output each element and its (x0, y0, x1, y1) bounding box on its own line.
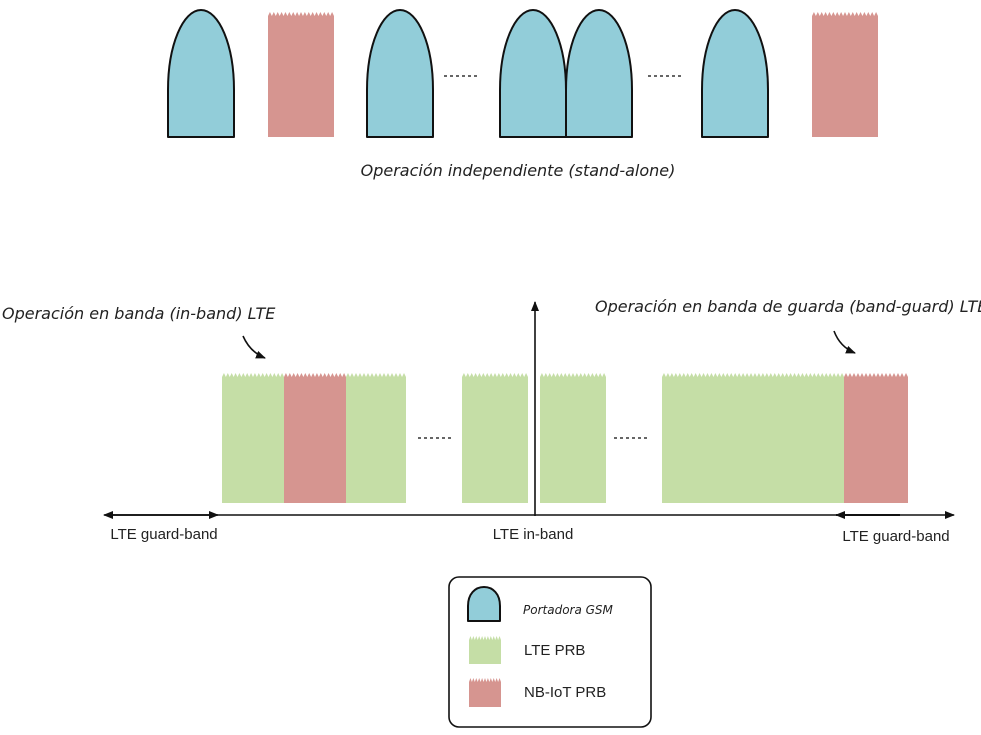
legend-item-nbiot: NB-IoT PRB (469, 678, 606, 707)
gsm-carrier (565, 9, 633, 138)
legend: Portadora GSM LTE PRB NB-IoT PRB (448, 576, 652, 728)
gsm-carrier (167, 9, 235, 138)
legend-item-gsm: Portadora GSM (467, 586, 614, 622)
lte-prb (346, 373, 406, 503)
lte-prb (222, 373, 284, 503)
gsm-carrier (499, 9, 567, 138)
legend-label: NB-IoT PRB (524, 684, 606, 701)
lte-prb (662, 373, 844, 503)
lte-legend-icon (469, 636, 501, 664)
axis-center-label: LTE in-band (493, 526, 574, 543)
nbiot-prb (844, 373, 908, 503)
legend-label: Portadora GSM (523, 603, 614, 617)
inband-operation-label: Operación en banda (in-band) LTE (2, 304, 276, 323)
axis-right-label: LTE guard-band (842, 528, 949, 545)
nbiot-legend-icon (469, 678, 501, 707)
gsm-carrier (701, 9, 769, 138)
gsm-carrier (366, 9, 434, 138)
nbiot-prb (268, 12, 334, 137)
legend-label: LTE PRB (524, 642, 585, 659)
lte-prb (462, 373, 528, 503)
axis-left-label: LTE guard-band (110, 526, 217, 543)
legend-item-lte: LTE PRB (469, 636, 585, 664)
guardband-pointer-arrow (833, 330, 856, 354)
gsm-legend-icon (467, 586, 501, 622)
nbiot-prb (812, 12, 878, 137)
guardband-operation-label: Operación en banda de guarda (band-guard… (595, 297, 981, 316)
nbiot-prb (284, 373, 346, 503)
inband-pointer-arrow (242, 335, 266, 359)
standalone-section: Operación independiente (stand-alone) (167, 9, 878, 180)
standalone-caption: Operación independiente (stand-alone) (361, 161, 676, 180)
lte-prb (540, 373, 606, 503)
spectrum-section: Operación en banda (in-band) LTE Operaci… (2, 297, 981, 545)
